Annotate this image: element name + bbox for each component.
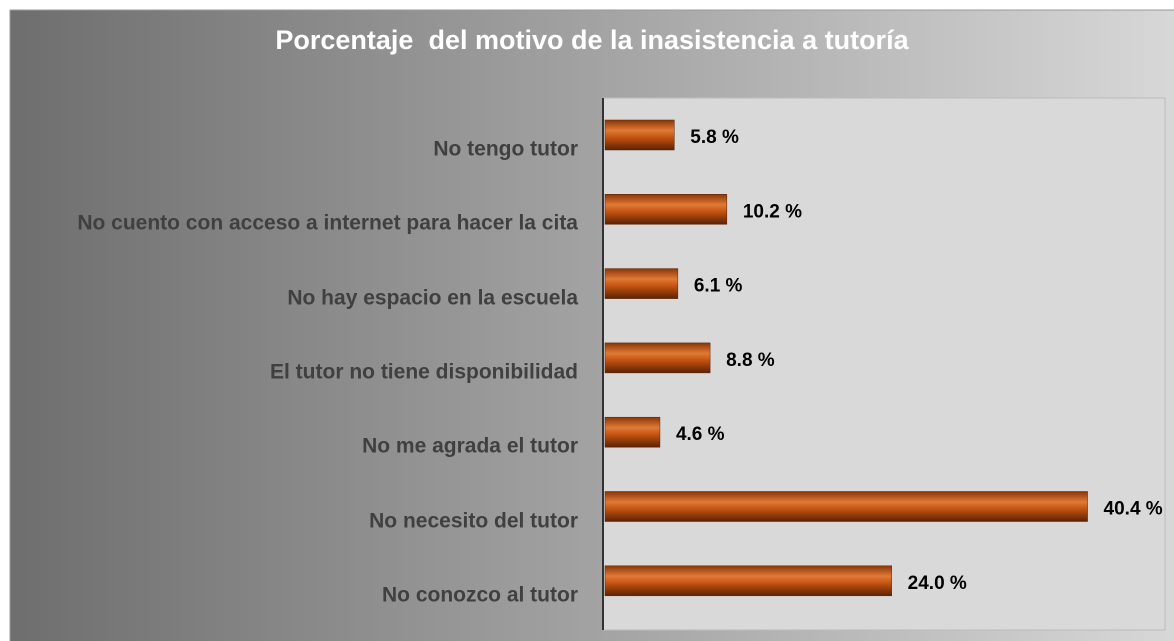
category-label: No conozco al tutor [382,583,578,607]
bar [604,416,661,448]
category-label-box: El tutor no tiene disponibilidad [8,356,578,387]
bar [604,565,892,597]
category-label-box: No necesito del tutor [8,505,578,536]
category-label: No me agrada el tutor [362,434,578,458]
value-label: 4.6 % [676,424,725,445]
category-label-box: No cuento con acceso a internet para hac… [8,208,578,239]
value-label: 24.0 % [908,573,967,594]
category-label: No cuento con acceso a internet para hac… [77,211,578,235]
bar [604,491,1088,522]
bar [604,268,679,299]
bar [604,194,728,225]
category-label: No necesito del tutor [369,509,578,532]
value-label: 40.4 % [1104,499,1163,520]
bar [604,342,711,374]
value-label: 8.8 % [726,350,775,371]
value-label: 10.2 % [743,201,802,222]
category-label: El tutor no tiene disponibilidad [270,360,578,384]
category-label: No hay espacio en la escuela [287,286,578,310]
category-label: No tengo tutor [433,137,578,161]
category-label-box: No conozco al tutor [8,579,578,610]
value-label: 6.1 % [694,276,743,297]
bar [604,119,675,151]
category-label-box: No tengo tutor [8,134,578,165]
value-label: 5.8 % [690,127,739,148]
category-label-box: No hay espacio en la escuela [8,282,578,313]
chart-title: Porcentaje del motivo de la inasistencia… [275,25,909,55]
category-label-box: No me agrada el tutor [8,431,578,462]
